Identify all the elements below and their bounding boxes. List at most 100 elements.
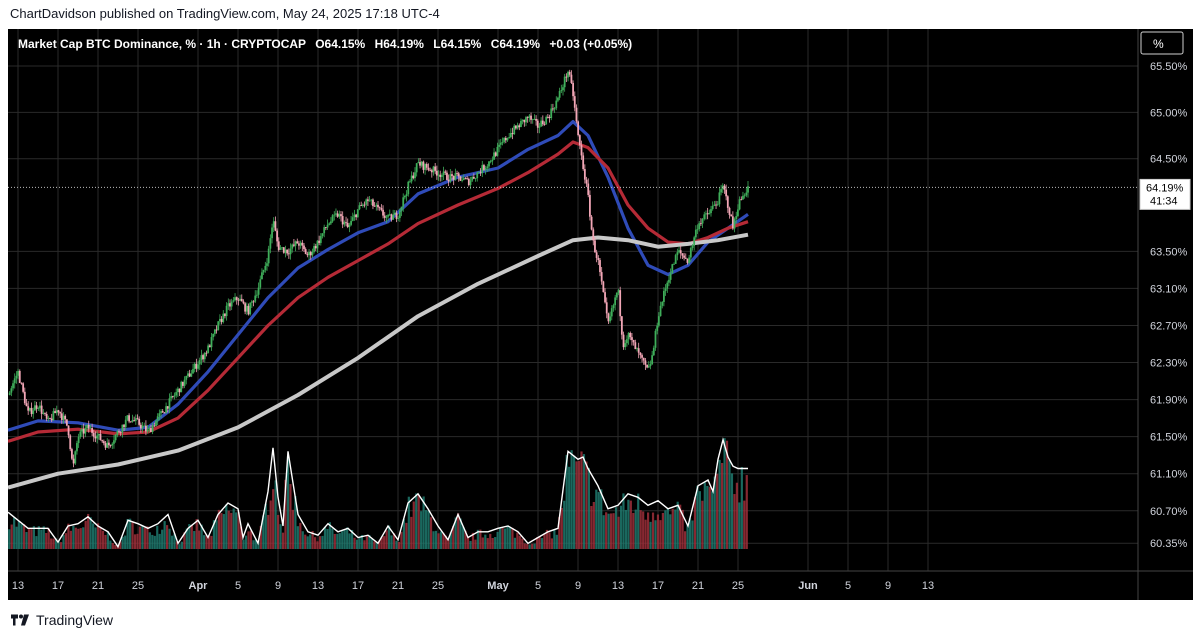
volume-bar [141,525,144,549]
candle-body [725,189,728,197]
footer[interactable]: TradingView [10,608,113,632]
candle-body [101,440,104,442]
volume-bar [203,535,206,549]
candle-body [573,96,576,108]
candle-body [264,265,267,270]
volume-bar [444,535,447,549]
candle-body [304,249,307,255]
volume-bar [210,535,213,549]
candle-body [237,299,240,301]
candle-body [289,248,292,255]
candle-body [388,214,391,216]
volume-bar [220,513,223,549]
volume-bar [126,518,129,549]
candle-body [528,115,531,118]
candle-body [644,360,647,365]
candle-body [104,443,107,448]
candle-body [190,373,193,377]
tradingview-brand[interactable]: TradingView [36,612,114,628]
candle-body [71,449,73,459]
volume-bar [587,467,590,549]
candle-body [106,442,109,448]
candle-body [498,144,500,147]
candle-body [636,348,638,350]
candle-body [676,252,679,256]
candle-body [700,223,702,225]
volume-bar [573,455,576,549]
candle-body [282,247,285,253]
volume-bar [55,538,58,549]
candle-body [435,170,438,176]
volume-bar [494,537,497,549]
price-chart[interactable]: 65.50% 65.00% 64.50% 63.50% 63.10% 62.70% 62.3… [7,29,1193,600]
volume-bar [138,526,142,549]
candle-body [434,166,437,171]
volume-bar [50,538,53,549]
candle-body [193,363,196,369]
candle-body [462,178,465,181]
candle-body [267,248,270,264]
volume-bar [560,507,563,549]
volume-bar [388,525,391,549]
candle-body [220,318,223,323]
candle-body [249,302,252,315]
volume-bar [659,520,662,549]
volume-bar [158,533,161,549]
candle-body [287,253,290,255]
volume-bar [735,482,738,549]
candle-body [291,244,294,249]
candle-body [39,405,41,409]
candle-body [219,318,221,322]
candle-body [360,205,363,207]
volume-bar [35,536,38,549]
chart-panel[interactable]: 65.50% 65.00% 64.50% 63.50% 63.10% 62.70% 62.3… [7,29,1193,600]
candle-body [600,272,603,282]
candle-body [373,205,376,207]
candle-body [552,108,554,110]
candle-body [387,215,389,217]
volume-bar [143,527,146,549]
legend-low-value: 64.15% [441,37,482,51]
volume-bar [639,510,642,549]
volume-bar [74,527,77,549]
volume-bar [471,532,475,549]
candle-body [400,206,403,211]
volume-bar [516,532,519,549]
candle-body [299,242,302,246]
candle-body [488,161,490,167]
volume-bar [136,533,139,549]
volume-bar [227,510,230,549]
candle-body [525,117,527,123]
candle-body [252,301,255,303]
volume-bar [235,512,238,549]
time-axis[interactable]: 13 17 21 25 Apr 5 9 13 17 21 25 May 5 9 13 17 21 25 Jun 5 9 1… [12,580,934,592]
candle-body [42,413,45,414]
volume-bar [323,526,327,549]
last-price-badge: 64.19% 41:34 [1139,178,1191,210]
volume-bar [87,513,90,549]
candle-body [681,253,684,256]
volume-bar [745,475,748,549]
volume-bar [462,526,465,549]
candle-body [230,301,233,307]
candle-body [84,428,87,434]
candle-body [567,71,569,78]
tradingview-logo-icon[interactable] [10,613,30,627]
time-tick-label: 9 [575,580,581,592]
scale-mode-button[interactable]: % [1140,31,1184,55]
candle-body [91,428,93,433]
candle-body [501,142,504,143]
volume-bar [595,489,598,549]
volume-bar [121,536,124,549]
candle-body [467,178,470,186]
price-axis[interactable]: 65.50% 65.00% 64.50% 63.50% 63.10% 62.70% 62.3… [1150,61,1188,550]
volume-bar [415,493,418,549]
candle-body [171,396,174,397]
legend-symbol: Market Cap BTC Dominance, % · 1h · CRYPT… [18,37,306,51]
volume-bar [521,538,524,549]
candle-body [578,135,581,146]
volume-bar [686,523,689,549]
time-tick-label: 17 [652,580,664,592]
candle-body [499,142,502,145]
candle-body [589,194,591,217]
